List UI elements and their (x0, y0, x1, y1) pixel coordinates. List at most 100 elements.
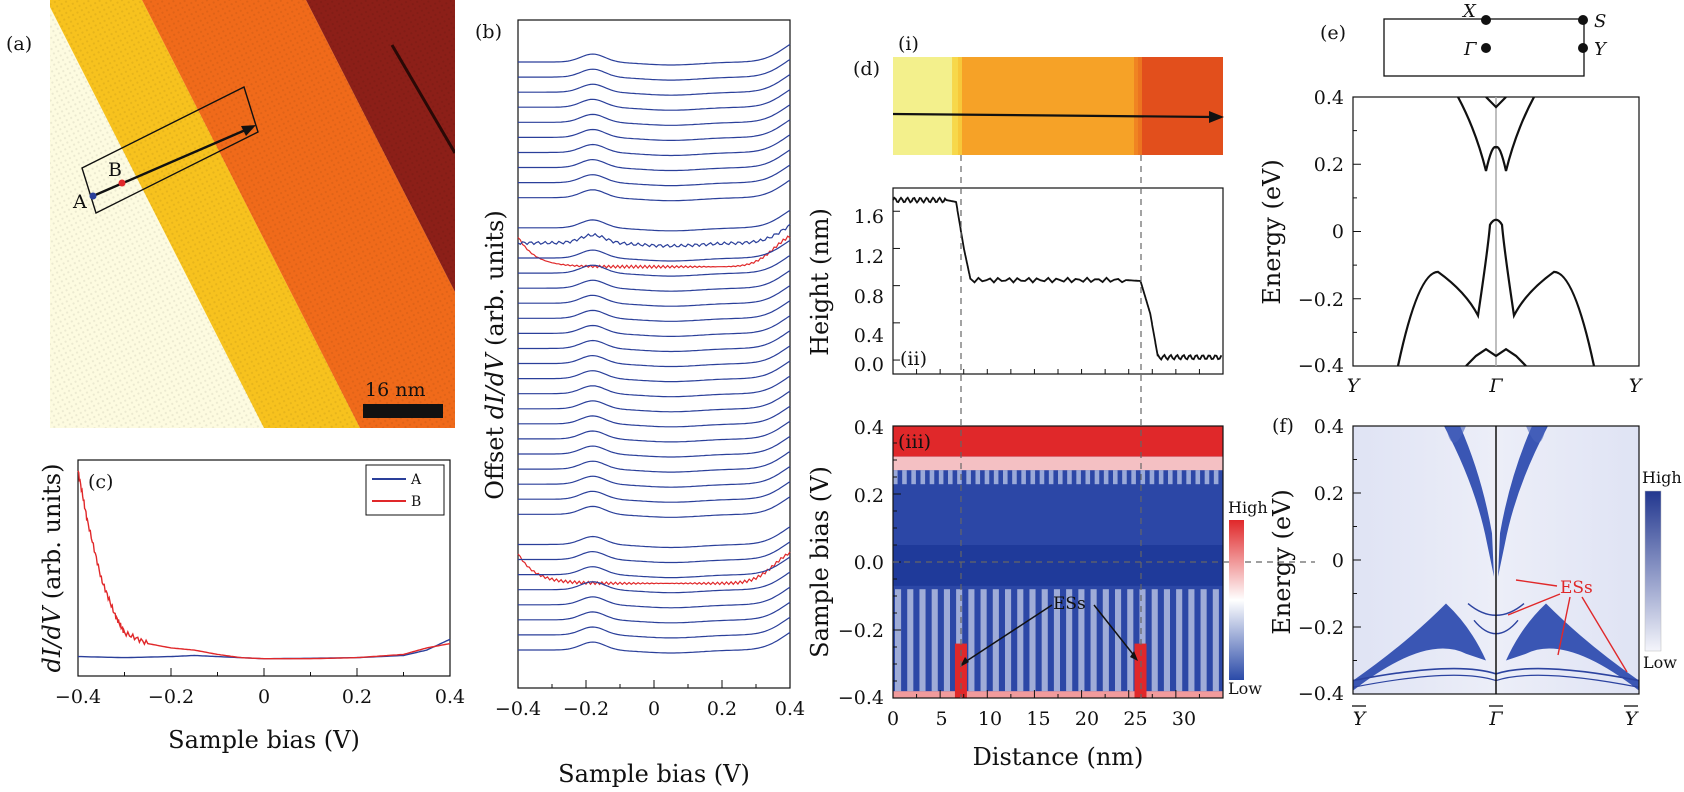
panel-c-series (77, 470, 451, 660)
d-map-oscillation (1195, 470, 1201, 485)
b-spectrum (518, 330, 791, 353)
d-colorbar-high: High (1228, 498, 1268, 517)
panel-a-label: (a) (6, 33, 32, 55)
c-series-B (77, 470, 451, 660)
d-map-oscillation (1039, 470, 1045, 485)
d-map-oscillation (1113, 470, 1118, 485)
d-map-standing-wave (1017, 589, 1024, 692)
panel-c-ticks (77, 668, 451, 676)
d-map-standing-wave (931, 589, 938, 692)
panel-b-ticks (517, 680, 791, 688)
b-spectrum (518, 149, 791, 172)
d-map-oscillation (993, 470, 999, 485)
d-map-oscillation (1085, 470, 1091, 485)
c-xtick-3: 0 (258, 686, 270, 708)
d-map-oscillation (929, 470, 935, 485)
d-map-oscillation (1177, 470, 1182, 485)
d-xtick-6: 25 (1123, 708, 1147, 730)
b-spectrum (518, 58, 791, 81)
d-map-top-fade (893, 456, 1223, 471)
f-ess-label: ESs (1560, 578, 1593, 598)
d-ess-label: ESs (1053, 594, 1086, 614)
c-legend-b: B (411, 494, 421, 510)
panel-d-label: (d) (853, 58, 880, 80)
d-arrow-head (1209, 111, 1224, 123)
e-band-structure (1396, 97, 1596, 366)
f-colorbar-low: Low (1643, 653, 1677, 672)
b-spectrum (518, 254, 791, 277)
b-spectrum (518, 360, 791, 383)
b-spectrum (518, 465, 791, 488)
point-a-marker (89, 192, 97, 200)
b-spectrum (518, 496, 791, 518)
d-b-ytick-1: 0.4 (854, 417, 884, 439)
b-ylabel-suffix: (arb. units) (481, 210, 509, 353)
d-map-oscillation (957, 470, 962, 485)
d-bias-ylabel: Sample bias (V) (806, 466, 834, 658)
b-spectrum (518, 119, 791, 141)
d-map-oscillation (1003, 470, 1008, 485)
c-xtick-5: 0.4 (435, 686, 465, 708)
e-ytick-3: 0 (1332, 221, 1344, 243)
d-height-line (892, 196, 1223, 362)
c-legend: A B (365, 464, 445, 516)
f-xtick-3-text: Y (1625, 708, 1640, 730)
d-map-standing-wave (1151, 589, 1158, 692)
b-spectrum (518, 450, 791, 473)
d-map-oscillation (1030, 470, 1036, 485)
c-xlabel: Sample bias (V) (168, 726, 360, 754)
f-ytick-5: −0.4 (1298, 683, 1344, 705)
panel-f-label: (f) (1272, 415, 1294, 437)
d-map-standing-wave (1066, 589, 1073, 692)
d-height-profile (892, 196, 1223, 362)
b-ylabel: Offset dI/dV (arb. units) (481, 210, 509, 499)
d-xtick-4: 15 (1026, 708, 1050, 730)
b-spectrum (518, 269, 791, 292)
b-spectrum (518, 345, 791, 368)
e-ytick-5: −0.4 (1298, 355, 1344, 377)
d-h-ytick-5: 0.0 (854, 354, 884, 376)
d-xtick-5: 20 (1075, 708, 1099, 730)
f-xtick-1: Y (1352, 705, 1368, 730)
d-map-edge-state (954, 643, 967, 698)
b-spectrum (518, 300, 791, 322)
f-band-features (1353, 426, 1639, 691)
bz-s-label: S (1594, 11, 1606, 32)
d-height-axes (892, 187, 1224, 375)
b-spectrum (518, 390, 791, 413)
f-xtick-3: Y (1624, 705, 1640, 730)
d-map-standing-wave (968, 589, 975, 692)
d-map-oscillation (938, 470, 944, 485)
d-map-oscillation (1012, 470, 1017, 485)
brillouin-zone: X S Γ Y (1383, 1, 1608, 77)
d-map-oscillation (1076, 470, 1081, 485)
bz-x-label: X (1461, 1, 1477, 22)
e-conduction-band (1457, 97, 1535, 172)
stm-topography (50, 0, 455, 428)
d-ess-annotation: ESs (960, 594, 1138, 667)
b-spectrum (518, 209, 791, 232)
f-cone-right (1498, 426, 1548, 577)
d-map-standing-wave (1102, 589, 1109, 692)
e-ytick-4: −0.2 (1298, 289, 1344, 311)
d-map-standing-wave (1127, 589, 1134, 692)
c-series-A (78, 638, 451, 660)
d-map-top-band (893, 426, 1223, 457)
d-colorbar (1229, 520, 1244, 680)
b-spectrum (518, 405, 791, 428)
d-map-oscillation (1058, 470, 1063, 485)
d-map-oscillation (1149, 470, 1155, 485)
d-map-oscillation (1158, 470, 1164, 485)
b-spectrum (517, 235, 791, 270)
b-spectrum (518, 435, 791, 458)
e-upper-band (1485, 97, 1507, 109)
f-ytick-3: 0 (1332, 550, 1344, 572)
panel-b-axes (517, 19, 791, 689)
d-map-standing-wave (1139, 589, 1146, 692)
b-xtick-1: −0.4 (495, 698, 541, 720)
scale-bar: 16 nm (363, 379, 443, 418)
d-map-standing-wave (1041, 589, 1048, 692)
e-ytick-2: 0.2 (1314, 154, 1344, 176)
d-map-oscillation (911, 470, 916, 485)
